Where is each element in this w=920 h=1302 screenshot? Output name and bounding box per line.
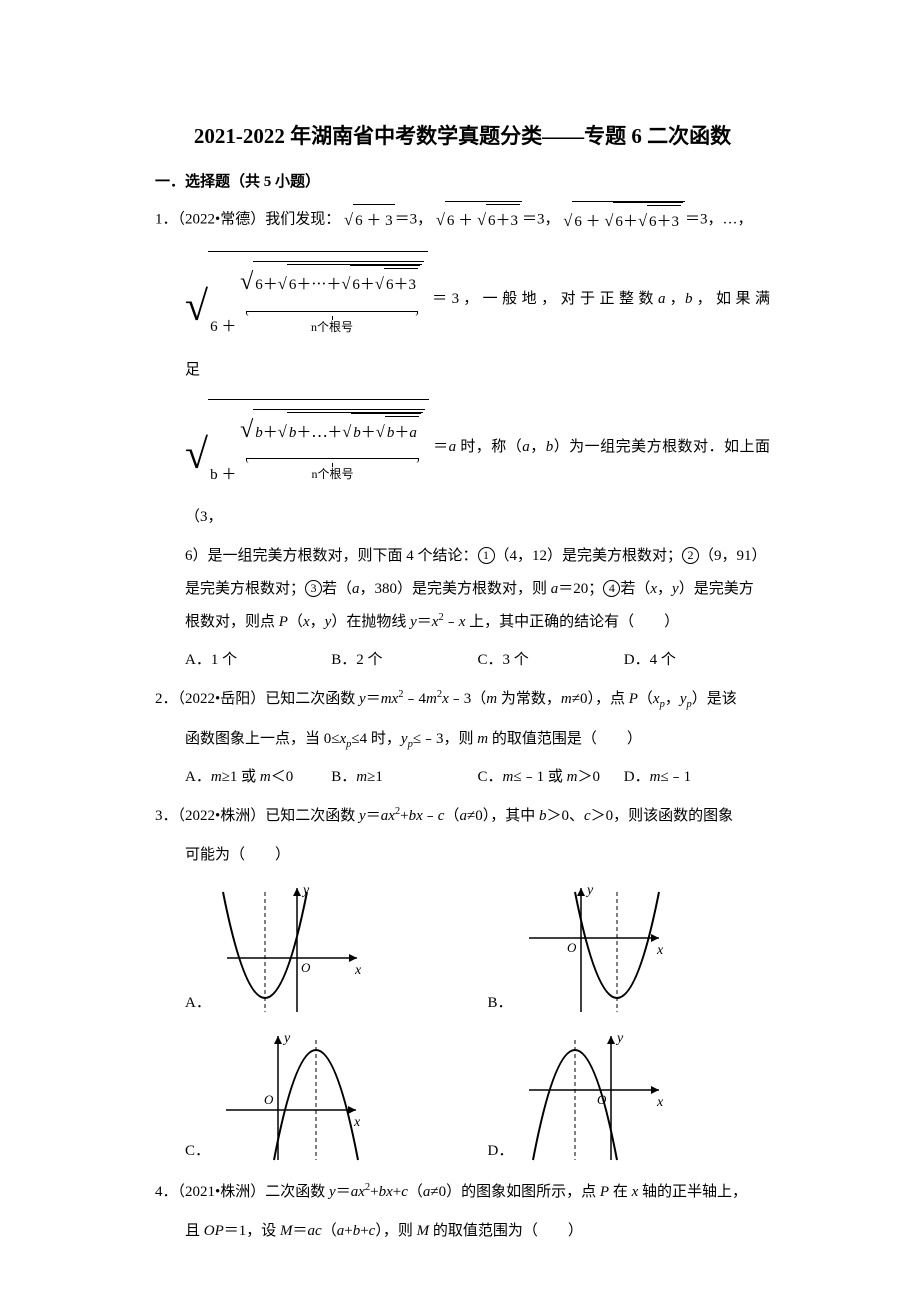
circled-4: 4: [603, 580, 620, 597]
question-1-body: 6）是一组完美方根数对，则下面 4 个结论：1（4，12）是完美方根数对；2（9…: [155, 540, 770, 639]
svg-text:x: x: [353, 1115, 361, 1130]
q2-option-b: B．m≥1: [331, 762, 477, 792]
q1-bigroot2: √b ＋ √b＋√b＋⋯＋√b＋√b＋a n个根号: [185, 399, 429, 496]
q1-sqrt3: √6 ＋ √6＋√6＋3: [563, 201, 685, 239]
q2-option-c: C．m≤﹣1 或 m＞0: [478, 762, 624, 792]
svg-text:y: y: [585, 883, 594, 898]
q1-sqrt1: √6 ＋ 3: [344, 202, 395, 238]
page-title: 2021-2022 年湖南省中考数学真题分类——专题 6 二次函数: [155, 120, 770, 154]
q3-graph-a: xyO: [217, 880, 367, 1020]
q1-option-d: D．4 个: [624, 645, 770, 675]
question-2: 2．（2022•岳阳）已知二次函数 y＝mx2﹣4m2x﹣3（m 为常数，m≠0…: [155, 683, 770, 716]
question-3: 3．（2022•株洲）已知二次函数 y＝ax2+bx﹣c（a≠0），其中 b＞0…: [155, 800, 770, 833]
q3-graph-d: xyO: [519, 1028, 669, 1168]
q1-option-b: B．2 个: [331, 645, 477, 675]
svg-text:x: x: [656, 1095, 664, 1110]
svg-text:x: x: [354, 963, 362, 978]
q1-bigroot1: √6 ＋ √6＋√6＋⋯＋√6＋√6＋3 n个根号: [185, 251, 428, 348]
q1-prefix: 1．（2022•常德）我们发现：: [155, 211, 340, 227]
svg-text:x: x: [656, 943, 664, 958]
q3-label-c: C．: [185, 1139, 210, 1168]
question-3-line2: 可能为（ ）: [155, 839, 770, 872]
question-1: 1．（2022•常德）我们发现： √6 ＋ 3＝3， √6 ＋ √6＋3＝3， …: [155, 201, 770, 239]
question-1-line2: √6 ＋ √6＋√6＋⋯＋√6＋√6＋3 n个根号 ＝ 3 ， 一 般 地 ， …: [155, 245, 770, 387]
svg-text:O: O: [567, 940, 577, 955]
q3-graph-c: x y O: [216, 1028, 366, 1168]
q1-option-a: A．1 个: [185, 645, 331, 675]
circled-2: 2: [682, 547, 699, 564]
q3-graph-b: x y O: [519, 880, 669, 1020]
svg-text:O: O: [264, 1092, 274, 1107]
q1-options: A．1 个 B．2 个 C．3 个 D．4 个: [155, 645, 770, 675]
circled-1: 1: [478, 547, 495, 564]
q1-sqrt2: √6 ＋ √6＋3: [436, 201, 522, 238]
circled-3: 3: [305, 580, 322, 597]
svg-text:y: y: [615, 1031, 624, 1046]
svg-text:y: y: [282, 1031, 291, 1046]
q3-label-d: D．: [488, 1139, 514, 1168]
q3-graph-row-2: C． x y O D． x y O: [155, 1028, 770, 1168]
section-header: 一．选择题（共 5 小题）: [155, 170, 770, 191]
question-1-line3: √b ＋ √b＋√b＋⋯＋√b＋√b＋a n个根号 ＝a 时，称（a，b）为一组…: [155, 393, 770, 535]
question-2-line2: 函数图象上一点，当 0≤xp≤4 时，yp≤﹣3，则 m 的取值范围是（ ）: [155, 723, 770, 756]
svg-text:O: O: [301, 960, 311, 975]
q2-options: A．m≥1 或 m＜0 B．m≥1 C．m≤﹣1 或 m＞0 D．m≤﹣1: [155, 762, 770, 792]
q1-option-c: C．3 个: [478, 645, 624, 675]
question-4-line2: 且 OP＝1，设 M＝ac（a+b+c），则 M 的取值范围为（ ）: [155, 1215, 770, 1248]
question-4: 4．（2021•株洲）二次函数 y＝ax2+bx+c（a≠0）的图象如图所示，点…: [155, 1176, 770, 1209]
q3-label-a: A．: [185, 991, 211, 1020]
q2-option-d: D．m≤﹣1: [624, 762, 770, 792]
q3-label-b: B．: [488, 991, 513, 1020]
q2-option-a: A．m≥1 或 m＜0: [185, 762, 331, 792]
q3-graph-row-1: A． xyO B． xyO: [155, 880, 770, 1020]
